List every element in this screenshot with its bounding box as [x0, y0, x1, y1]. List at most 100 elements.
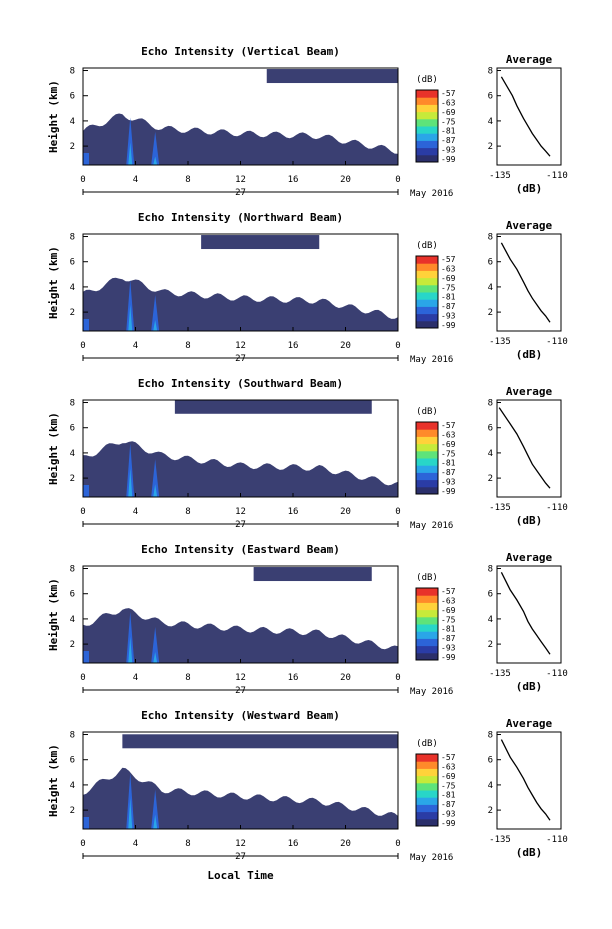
x-tick-label: 0 — [80, 673, 85, 683]
date-label: 27 — [235, 852, 246, 862]
colorbar-band — [416, 450, 438, 459]
echo-field — [83, 235, 398, 331]
y-axis-label: Height (km) — [47, 744, 60, 817]
average-profile-line — [500, 739, 551, 821]
colorbar-band — [416, 320, 438, 329]
x-tick-label: 4 — [133, 341, 138, 351]
upper-echo-patch — [253, 567, 372, 582]
average-title: Average — [506, 385, 553, 398]
colorbar-tick-label: -69 — [441, 606, 456, 615]
colorbar-tick-label: -63 — [441, 596, 456, 605]
colorbar-frame — [415, 587, 439, 661]
average-title: Average — [506, 551, 553, 564]
average-frame — [496, 399, 562, 498]
colorbar-tick-label: -75 — [441, 781, 456, 790]
colorbar-frame — [415, 89, 439, 163]
average-frame — [496, 233, 562, 332]
average-y-tick-label: 8 — [488, 399, 493, 409]
x-tick-label: 0 — [395, 341, 400, 351]
colorbar-tick-label: -87 — [441, 302, 456, 311]
y-tick-label: 6 — [70, 424, 75, 434]
panel-title: Echo Intensity (Northward Beam) — [138, 211, 343, 224]
colorbar-tick-label: -75 — [441, 283, 456, 292]
average-y-tick-label: 8 — [488, 565, 493, 575]
colorbar-band — [416, 609, 438, 618]
x-tick-label: 8 — [185, 341, 190, 351]
echo-layer — [83, 608, 398, 663]
colorbar-tick-label: -69 — [441, 108, 456, 117]
x-tick-label: 16 — [288, 341, 299, 351]
average-y-tick-label: 6 — [488, 756, 493, 766]
surface-echo — [83, 485, 89, 497]
x-tick-label: 16 — [288, 673, 299, 683]
colorbar-band — [416, 97, 438, 105]
average-frame — [496, 565, 562, 664]
y-axis-label: Height (km) — [47, 578, 60, 651]
beam-panel-3: Echo Intensity (Southward Beam) 2 4 6 8 Heigh… — [47, 377, 568, 531]
x-tick-label: 8 — [185, 673, 190, 683]
average-frame — [496, 67, 562, 166]
colorbar-frame — [415, 421, 439, 495]
colorbar-band — [416, 754, 438, 762]
colorbar-band — [416, 111, 438, 120]
colorbar-band — [416, 133, 438, 141]
x-tick-label: 16 — [288, 507, 299, 517]
colorbar-tick-label: -81 — [441, 625, 456, 634]
colorbar-tick-label: -63 — [441, 430, 456, 439]
colorbar-band — [416, 790, 438, 798]
colorbar-tick-label: -81 — [441, 293, 456, 302]
colorbar-band — [416, 147, 438, 156]
x-tick-label: 4 — [133, 175, 138, 185]
x-tick-label: 8 — [185, 839, 190, 849]
y-tick-label: 8 — [70, 399, 75, 409]
colorbar-tick-label: -87 — [441, 634, 456, 643]
colorbar-band — [416, 154, 438, 163]
panel-title: Echo Intensity (Westward Beam) — [141, 709, 340, 722]
average-frame — [496, 731, 562, 830]
y-axis-label: Height (km) — [47, 80, 60, 153]
x-tick-label: 4 — [133, 839, 138, 849]
average-x-tick-label: -135 — [489, 503, 511, 513]
month-label: May 2016 — [410, 521, 453, 531]
colorbar-tick-label: -87 — [441, 800, 456, 809]
average-x-tick-label: -110 — [546, 835, 568, 845]
colorbar-band — [416, 797, 438, 805]
colorbar-tick-label: -93 — [441, 146, 456, 155]
average-profile-line — [500, 76, 551, 157]
colorbar-tick-label: -93 — [441, 478, 456, 487]
average-y-tick-label: 4 — [488, 615, 493, 625]
colorbar-band — [416, 277, 438, 286]
colorbar-band — [416, 818, 438, 827]
y-axis-label: Height (km) — [47, 412, 60, 485]
colorbar-band — [416, 588, 438, 596]
colorbar-unit: (dB) — [416, 75, 438, 85]
average-y-tick-label: 2 — [488, 308, 493, 318]
beam-panel-1: Echo Intensity (Vertical Beam) 2 4 6 8 Height… — [47, 45, 568, 199]
panel-title: Echo Intensity (Eastward Beam) — [141, 543, 340, 556]
average-y-tick-label: 4 — [488, 283, 493, 293]
colorbar-tick-label: -63 — [441, 98, 456, 107]
average-y-tick-label: 8 — [488, 67, 493, 77]
rain-streak — [151, 626, 160, 663]
date-label: 27 — [235, 354, 246, 364]
colorbar-frame — [415, 255, 439, 329]
colorbar-unit: (dB) — [416, 407, 438, 417]
y-tick-label: 8 — [70, 565, 75, 575]
colorbar-band — [416, 270, 438, 279]
rain-core — [128, 468, 133, 497]
x-tick-label: 20 — [340, 839, 351, 849]
y-tick-label: 2 — [70, 640, 75, 650]
rain-core — [153, 484, 158, 497]
y-tick-label: 2 — [70, 142, 75, 152]
x-tick-label: 0 — [80, 175, 85, 185]
colorbar-band — [416, 624, 438, 632]
colorbar-band — [416, 443, 438, 452]
average-x-axis-label: (dB) — [516, 514, 543, 527]
rain-core — [128, 142, 133, 165]
colorbar-band — [416, 616, 438, 625]
rain-core — [128, 798, 133, 829]
colorbar-tick-label: -57 — [441, 753, 456, 762]
colorbar-band — [416, 652, 438, 661]
colorbar-tick-label: -93 — [441, 312, 456, 321]
colorbar-band — [416, 118, 438, 127]
